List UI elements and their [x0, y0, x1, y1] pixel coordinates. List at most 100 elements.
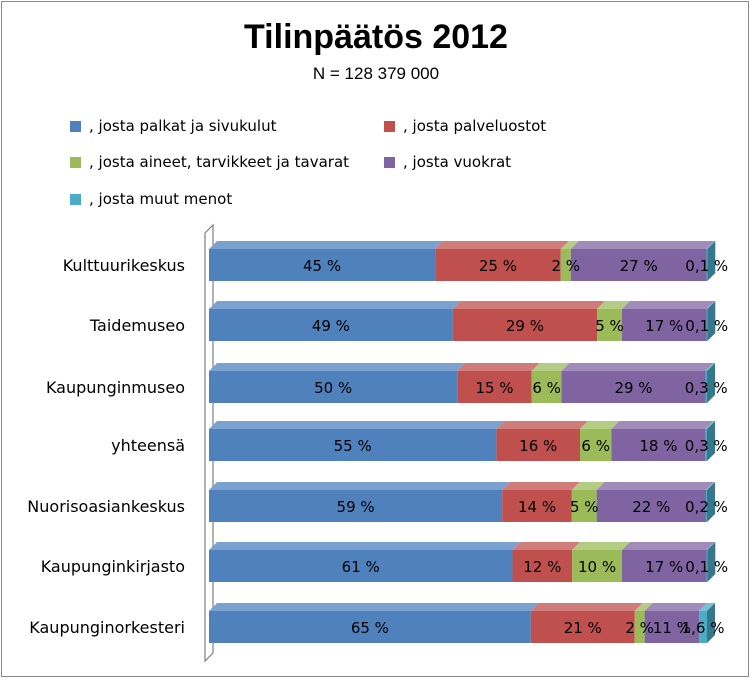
data-label-1-0: 49 %: [312, 317, 350, 335]
legend-swatch-palkat: [70, 120, 81, 132]
bar-top-5-0: [209, 542, 521, 550]
bar-top-6-0: [209, 603, 539, 611]
bar-segment-4-3: [596, 490, 707, 522]
category-label-5: Kaupunginkirjasto: [41, 557, 185, 576]
bar-top-1-3: [621, 301, 715, 309]
bar-top-4-0: [209, 482, 511, 490]
legend-swatch-muut: [70, 193, 81, 205]
bar-segment-1-3: [621, 309, 707, 341]
bar-side-1-4: [707, 301, 716, 341]
data-label-3-2: 6 %: [581, 437, 610, 455]
category-label-1: Taidemuseo: [89, 316, 185, 335]
data-label-1-2: 5 %: [595, 317, 624, 335]
bar-top-5-1: [512, 542, 581, 550]
data-label-2-1: 15 %: [475, 379, 513, 397]
bar-segment-6-4: [699, 611, 707, 643]
bar-top-6-3: [644, 603, 708, 611]
category-label-0: Kulttuurikeskus: [63, 256, 185, 275]
bar-side-4-4: [707, 482, 715, 522]
bar-top-6-1: [530, 603, 643, 611]
bar-side-3-4: [707, 421, 715, 461]
legend-label-palkat: , josta palkat ja sivukulut: [89, 117, 277, 135]
legend-item-palveluostot: , josta palveluostot: [384, 116, 546, 136]
bar-top-0-2: [560, 241, 579, 249]
bar-segment-6-3: [644, 611, 700, 643]
bar-segment-0-3: [570, 249, 707, 281]
bar-top-1-2: [597, 301, 630, 309]
bar-side-2-4: [707, 363, 715, 403]
bar-top-4-2: [571, 482, 605, 490]
bar-segment-6-2: [634, 611, 645, 643]
bar-segment-5-1: [512, 550, 573, 582]
bar-segment-0-4: [706, 249, 708, 281]
legend-swatch-aineet: [70, 156, 81, 168]
bar-top-0-4: [706, 241, 716, 249]
bar-top-4-1: [502, 482, 580, 490]
legend-label-muut: , josta muut menot: [89, 190, 233, 208]
bar-segment-6-0: [209, 611, 531, 643]
bar-segment-2-4: [705, 371, 707, 403]
category-label-3: yhteensä: [111, 436, 185, 455]
chart-title: Tilinpäätös 2012: [244, 18, 508, 56]
bar-segment-1-4: [706, 309, 708, 341]
bar-segment-2-3: [561, 371, 706, 403]
data-label-0-0: 45 %: [303, 257, 341, 275]
data-label-0-4: 0,1 %: [685, 257, 728, 275]
bar-top-0-1: [435, 241, 569, 249]
bar-segment-3-3: [611, 429, 706, 461]
bar-top-4-4: [706, 482, 715, 490]
bar-segment-3-1: [496, 429, 581, 461]
data-label-4-2: 5 %: [570, 498, 599, 516]
bar-segment-2-1: [457, 371, 532, 403]
legend-item-palkat: , josta palkat ja sivukulut: [70, 116, 276, 136]
bar-top-2-0: [209, 363, 466, 371]
bar-top-5-4: [706, 542, 716, 550]
bar-segment-4-4: [706, 490, 707, 522]
data-label-6-3: 11 %: [653, 619, 691, 637]
bar-segment-1-2: [597, 309, 622, 341]
bar-top-5-2: [572, 542, 630, 550]
bar-top-0-0: [209, 241, 444, 249]
legend-swatch-vuokrat: [384, 156, 395, 168]
bar-segment-5-3: [621, 550, 707, 582]
bar-segment-3-4: [705, 429, 707, 461]
data-label-3-3: 18 %: [639, 437, 677, 455]
data-label-5-2: 10 %: [578, 558, 616, 576]
data-label-2-0: 50 %: [314, 379, 352, 397]
data-label-3-4: 0,3 %: [685, 437, 728, 455]
data-label-6-2: 2 %: [625, 619, 654, 637]
bar-top-6-4: [699, 603, 715, 611]
data-label-6-0: 65 %: [351, 619, 389, 637]
legend-item-vuokrat: , josta vuokrat: [384, 152, 511, 172]
bar-segment-5-0: [209, 550, 513, 582]
data-label-5-4: 0,1 %: [685, 558, 728, 576]
bar-segment-6-1: [530, 611, 635, 643]
bar-top-2-1: [457, 363, 540, 371]
data-label-4-3: 22 %: [632, 498, 670, 516]
chart-subtitle: N = 128 379 000: [312, 64, 440, 83]
data-label-4-4: 0,2 %: [685, 498, 728, 516]
bar-side-0-4: [707, 241, 716, 281]
bar-top-1-0: [209, 301, 461, 309]
bar-top-3-4: [705, 421, 715, 429]
data-label-0-2: 2 %: [552, 257, 581, 275]
data-label-5-1: 12 %: [523, 558, 561, 576]
bar-segment-4-0: [209, 490, 503, 522]
bar-top-4-3: [596, 482, 715, 490]
bar-segment-0-1: [435, 249, 561, 281]
bar-segment-1-1: [452, 309, 598, 341]
data-label-0-3: 27 %: [620, 257, 658, 275]
bar-segment-2-0: [209, 371, 458, 403]
bar-segment-5-2: [572, 550, 622, 582]
bar-top-3-0: [209, 421, 505, 429]
bar-segment-3-0: [209, 429, 497, 461]
data-label-1-3: 17 %: [645, 317, 683, 335]
bar-top-2-3: [561, 363, 714, 371]
data-label-6-4: 1,6 %: [682, 619, 725, 637]
data-label-5-3: 17 %: [645, 558, 683, 576]
bar-top-3-1: [496, 421, 589, 429]
bar-top-3-3: [611, 421, 714, 429]
bar-top-0-3: [570, 241, 715, 249]
bar-segment-5-4: [706, 550, 708, 582]
